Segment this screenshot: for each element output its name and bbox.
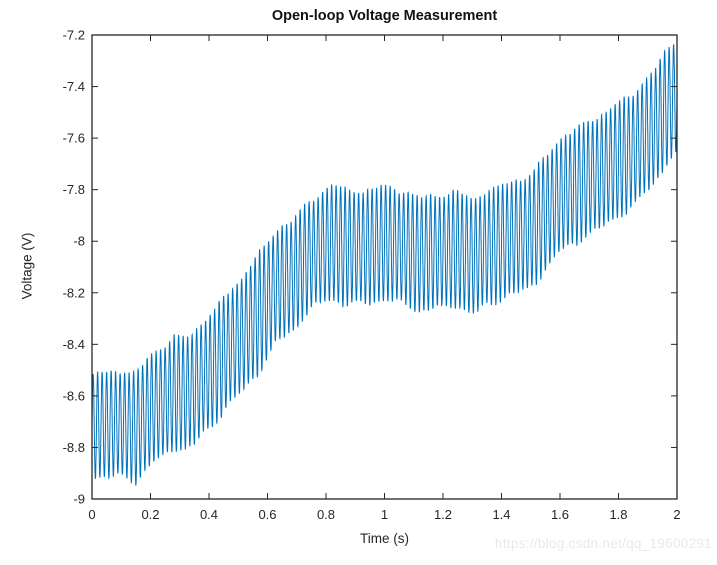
signal-line <box>92 44 677 486</box>
y-tick-label: -9 <box>73 492 85 507</box>
x-tick-label: 0.4 <box>200 507 218 522</box>
chart-title: Open-loop Voltage Measurement <box>271 8 498 24</box>
y-tick-label: -7.2 <box>63 28 85 43</box>
y-tick-label: -8.6 <box>63 388 85 403</box>
y-tick-label: -8 <box>73 234 85 249</box>
x-tick-label: 1.2 <box>434 507 452 522</box>
y-tick-label: -8.4 <box>63 337 85 352</box>
x-tick-label: 1.6 <box>551 507 569 522</box>
y-tick-label: -7.4 <box>63 79 85 94</box>
x-tick-label: 0.8 <box>317 507 335 522</box>
x-tick-label: 1 <box>381 507 388 522</box>
x-tick-label: 1.4 <box>492 507 510 522</box>
watermark-text: https://blog.csdn.net/qq_19600291 <box>494 536 712 551</box>
x-axis-label: Time (s) <box>360 531 409 546</box>
y-tick-label: -8.8 <box>63 440 85 455</box>
x-tick-label: 0.6 <box>258 507 276 522</box>
x-tick-label: 1.8 <box>609 507 627 522</box>
x-tick-label: 0 <box>88 507 95 522</box>
x-tick-label: 0.2 <box>141 507 159 522</box>
y-tick-label: -8.2 <box>63 285 85 300</box>
y-tick-label: -7.6 <box>63 131 85 146</box>
y-tick-label: -7.8 <box>63 182 85 197</box>
x-tick-label: 2 <box>673 507 680 522</box>
